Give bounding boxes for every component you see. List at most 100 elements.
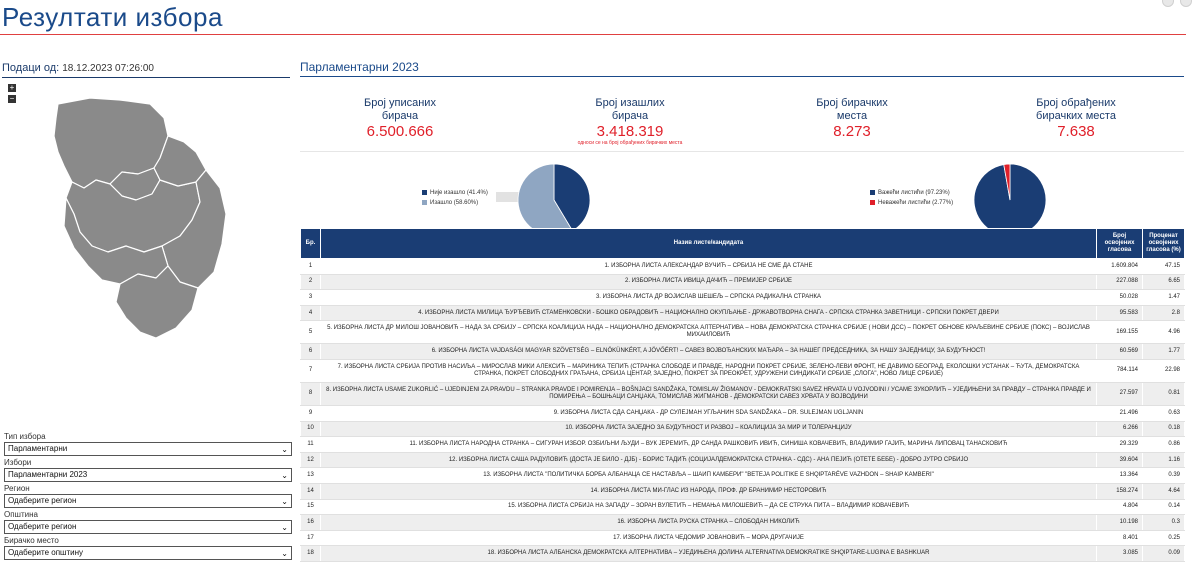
cell-list-name: 9. ИЗБОРНА ЛИСТА СДА САНЏАКА - ДР СУЛЕЈМ… (320, 404, 1097, 422)
cell-votes: 39.604 (1096, 451, 1143, 469)
table-row: 8 8. ИЗБОРНА ЛИСТА USAME ZUKORLIĆ – UJEDI… (300, 381, 1185, 406)
map-region-kosovo[interactable] (115, 265, 199, 339)
cell-percent: 1.16 (1142, 451, 1185, 469)
table-row: 12 12. ИЗБОРНА ЛИСТА САША РАДУЛОВИЋ (ДОСТ… (300, 451, 1185, 469)
stat-label: бирача (381, 110, 419, 122)
turnout-slice-0[interactable] (553, 163, 591, 232)
data-from-value: 18.12.2023 07:26:00 (62, 63, 154, 74)
cell-votes: 95.583 (1096, 304, 1143, 322)
cell-list-name: 8. ИЗБОРНА ЛИСТА USAME ZUKORLIĆ – UJEDIN… (320, 381, 1097, 406)
stat-value: 3.418.319 (596, 123, 664, 140)
turnout-pie-chart[interactable] (516, 162, 592, 238)
cell-list-name: 10. ИЗБОРНА ЛИСТА ЗАЈЕДНО ЗА БУДУЋНОСТ И… (320, 420, 1097, 438)
cell-number: 9 (300, 404, 321, 422)
table-row: 16 16. ИЗБОРНА ЛИСТА РУСКА СТРАНКА – СЛОБ… (300, 514, 1185, 531)
col-header-votes-line: Број (1112, 233, 1127, 239)
stat-turnout-voters: Број изашлих бирача 3.418.319 односи се … (530, 97, 730, 147)
ballots-slice-1[interactable] (1003, 163, 1011, 201)
ballots-pie-chart[interactable] (972, 162, 1048, 238)
col-header-votes: Број освојених гласова (1096, 228, 1143, 259)
cell-percent: 1.77 (1142, 343, 1185, 360)
filter-panel: Тип избора Парламентарни ⌄ Избори Парламе… (4, 430, 292, 560)
region-select[interactable]: Одаберите регион ⌄ (4, 494, 292, 508)
cell-list-name: 13. ИЗБОРНА ЛИСТА "ПОЛИТИЧКА БОРБА АЛБАН… (320, 467, 1097, 484)
filter-label-type: Тип избора (4, 432, 46, 441)
cell-percent: 0.86 (1142, 436, 1185, 453)
election-select[interactable]: Парламентарни 2023 ⌄ (4, 468, 292, 482)
window-dot-icon[interactable] (1180, 0, 1192, 7)
zoom-in-button[interactable]: + (8, 83, 16, 92)
election-type-value: Парламентарни (8, 444, 68, 453)
cell-percent: 0.18 (1142, 420, 1185, 438)
stat-registered-voters: Број уписаних бирача 6.500.666 (300, 97, 500, 140)
data-from-label: Подаци од: (2, 62, 60, 74)
table-row: 3 3. ИЗБОРНА ЛИСТА ДР ВОЈИСЛАВ ШЕШЕЉ – СР… (300, 289, 1185, 306)
stat-value: 8.273 (833, 123, 871, 140)
data-timestamp: Подаци од: 18.12.2023 07:26:00 (2, 62, 290, 78)
cell-number: 12 (300, 451, 321, 469)
cell-votes: 8.401 (1096, 529, 1143, 547)
left-panel: Подаци од: 18.12.2023 07:26:00 + − Тип и… (2, 62, 292, 560)
cell-list-name: 12. ИЗБОРНА ЛИСТА САША РАДУЛОВИЋ (ДОСТА … (320, 451, 1097, 469)
cell-percent: 4.96 (1142, 320, 1185, 345)
municipality-value: Одаберите регион (8, 522, 77, 531)
table-row: 17 17. ИЗБОРНА ЛИСТА ЧЕДОМИР ЈОВАНОВИЋ – … (300, 529, 1185, 547)
cell-list-name: 18. ИЗБОРНА ЛИСТА АЛБАНСКА ДЕМОКРАТСКА А… (320, 545, 1097, 562)
cell-votes: 158.274 (1096, 482, 1143, 500)
cell-percent: 2.8 (1142, 304, 1185, 322)
cell-list-name: 1. ИЗБОРНА ЛИСТА АЛЕКСАНДАР ВУЧИЋ – СРБИ… (320, 258, 1097, 275)
polling-station-select[interactable]: Одаберите општину ⌄ (4, 546, 292, 560)
stat-label: Број изашлих (595, 97, 665, 109)
cell-percent: 6.65 (1142, 273, 1185, 291)
table-row: 9 9. ИЗБОРНА ЛИСТА СДА САНЏАКА - ДР СУЛЕЈ… (300, 404, 1185, 422)
window-dot-icon[interactable] (1162, 0, 1174, 7)
stats-row: Број уписаних бирача 6.500.666 Број изаш… (300, 77, 1184, 151)
cell-list-name: 14. ИЗБОРНА ЛИСТА МИ-ГЛАС ИЗ НАРОДА, ПРО… (320, 482, 1097, 500)
turnout-legend: Није изашло (41.4%) Изашло (58.60%) (422, 188, 488, 208)
cell-list-name: 4. ИЗБОРНА ЛИСТА МИЛИЦА ЂУРЂЕВИЋ СТАМЕНК… (320, 304, 1097, 322)
cell-number: 7 (300, 358, 321, 383)
stat-note: односи се на број обрађених бирачких мес… (577, 140, 683, 146)
municipality-select[interactable]: Одаберите регион ⌄ (4, 520, 292, 534)
table-row: 10 10. ИЗБОРНА ЛИСТА ЗАЈЕДНО ЗА БУДУЋНОСТ… (300, 420, 1185, 438)
legend-label: Није изашло (41.4%) (430, 190, 488, 196)
legend-swatch (422, 199, 427, 205)
table-row: 6 6. ИЗБОРНА ЛИСТА VAJDASÁGI MAGYAR SZÖVE… (300, 343, 1185, 360)
cell-votes: 50.028 (1096, 289, 1143, 306)
chevron-down-icon: ⌄ (281, 471, 288, 480)
cell-number: 4 (300, 304, 321, 322)
stat-label: бирача (611, 110, 649, 122)
col-header-votes-line: освојених (1104, 240, 1135, 246)
legend-item: Изашло (58.60%) (422, 198, 488, 208)
cell-votes: 29.329 (1096, 436, 1143, 453)
table-row: 4 4. ИЗБОРНА ЛИСТА МИЛИЦА ЂУРЂЕВИЋ СТАМЕН… (300, 304, 1185, 322)
stat-label: Број обрађених (1036, 97, 1116, 109)
cell-number: 1 (300, 258, 321, 275)
filter-label-municipality: Општина (4, 510, 38, 519)
election-type-select[interactable]: Парламентарни ⌄ (4, 442, 292, 456)
page-title: Резултати избора (2, 2, 223, 32)
cell-percent: 0.39 (1142, 467, 1185, 484)
cell-list-name: 3. ИЗБОРНА ЛИСТА ДР ВОЈИСЛАВ ШЕШЕЉ – СРП… (320, 289, 1097, 306)
map-zoom-controls: + − (8, 84, 16, 106)
cell-percent: 47.15 (1142, 258, 1185, 275)
ballots-legend: Важећи листићи (97.23%) Неважећи листићи… (870, 188, 953, 208)
cell-votes: 227.088 (1096, 273, 1143, 291)
cell-votes: 1.609.804 (1096, 258, 1143, 275)
table-row: 15 15. ИЗБОРНА ЛИСТА СРБИЈА НА ЗАПАДУ – З… (300, 498, 1185, 516)
cell-list-name: 2. ИЗБОРНА ЛИСТА ИВИЦА ДАЧИЋ – ПРЕМИЈЕР … (320, 273, 1097, 291)
cell-percent: 0.3 (1142, 514, 1185, 531)
cell-number: 18 (300, 545, 321, 562)
stat-label: бирачких места (1036, 110, 1116, 122)
stat-value: 7.638 (1057, 123, 1095, 140)
chevron-down-icon: ⌄ (281, 497, 288, 506)
table-row: 7 7. ИЗБОРНА ЛИСТА СРБИЈА ПРОТИВ НАСИЉА –… (300, 358, 1185, 383)
serbia-map[interactable] (50, 96, 240, 346)
cell-list-name: 7. ИЗБОРНА ЛИСТА СРБИЈА ПРОТИВ НАСИЉА – … (320, 358, 1097, 383)
stat-label: Број бирачких (816, 97, 888, 109)
filter-label-polling-station: Бирачко место (4, 536, 59, 545)
cell-list-name: 15. ИЗБОРНА ЛИСТА СРБИЈА НА ЗАПАДУ – ЗОР… (320, 498, 1097, 516)
zoom-out-button[interactable]: − (8, 94, 16, 103)
chevron-down-icon: ⌄ (281, 523, 288, 532)
stat-polling-stations: Број бирачких места 8.273 (752, 97, 952, 140)
